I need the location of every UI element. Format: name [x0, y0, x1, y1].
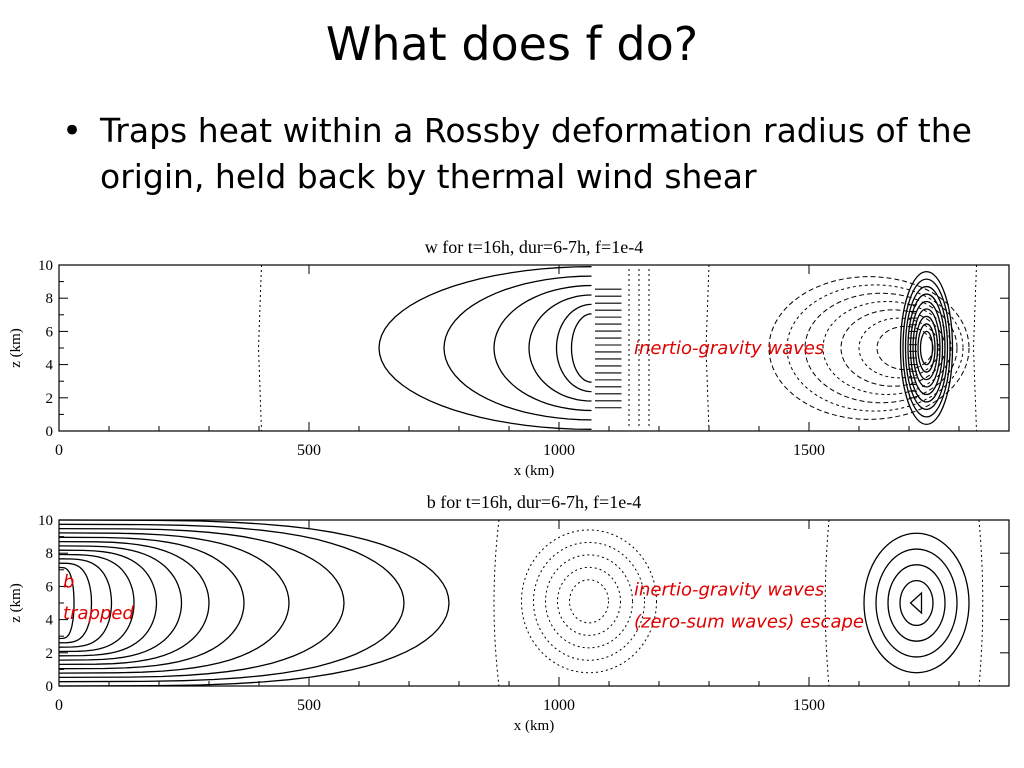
b-trapped-contour	[58, 566, 75, 640]
w-y-tick-label: 10	[38, 258, 53, 274]
w-positive-wave-contour	[912, 308, 941, 388]
b-positive-wave-contour	[887, 564, 946, 642]
b-x-tick-label: 0	[55, 697, 63, 714]
b-y-tick-label: 2	[46, 646, 54, 662]
b-annotation-2: inertio-gravity waves	[634, 580, 824, 601]
w-positive-wave-contour	[909, 300, 944, 396]
w-negative-contour	[858, 317, 940, 379]
b-x-tick-label: 1000	[543, 697, 575, 714]
b-positive-wave-center	[909, 591, 923, 615]
b-contour-plot: b for t=16h, dur=6-7h, f=1e-4 0 500 1000 150…	[8, 492, 1010, 734]
b-trapped-contour	[58, 545, 183, 661]
w-positive-contour	[378, 266, 592, 430]
b-negative-contour	[569, 579, 609, 624]
b-trapped-contour	[58, 536, 245, 670]
w-positive-wave-contour	[914, 315, 939, 381]
b-trapped-contour	[58, 558, 113, 648]
w-positive-contour	[493, 284, 592, 412]
w-positive-wave-contour	[902, 278, 951, 418]
w-positive-contour	[555, 303, 592, 393]
b-trapped-contour	[58, 532, 290, 674]
b-trapped-contour	[58, 540, 210, 666]
b-negative-contour	[533, 541, 645, 661]
b-trapped-contour	[58, 527, 345, 679]
w-y-tick-label: 0	[46, 424, 54, 440]
w-negative-contour	[822, 301, 952, 395]
w-positive-contour	[443, 275, 592, 421]
b-contours	[58, 519, 984, 687]
b-y-tick-label: 4	[46, 613, 54, 629]
b-plot-title: b for t=16h, dur=6-7h, f=1e-4	[427, 492, 641, 512]
w-negative-contour	[768, 276, 970, 420]
b-y-tick-label: 10	[38, 513, 53, 529]
bullet-marker: •	[62, 111, 83, 151]
b-y-tick-label: 8	[46, 546, 54, 562]
w-contours	[257, 264, 977, 432]
b-negative-contour	[521, 529, 657, 674]
b-annotation-1: trapped	[63, 603, 134, 624]
slide-title: What does f do?	[325, 17, 699, 71]
b-negative-contour	[557, 566, 621, 636]
w-contour-plot: w for t=16h, dur=6-7h, f=1e-4 0 500 1000 150…	[8, 237, 1010, 479]
w-plot-frame	[58, 264, 1010, 432]
b-trapped-contour	[58, 523, 405, 683]
w-positive-wave-contour	[917, 323, 936, 373]
w-negative-contour	[804, 292, 958, 404]
b-negative-contour	[545, 554, 633, 649]
w-positive-wave-contour	[899, 270, 954, 426]
w-zero-contour	[972, 264, 977, 432]
b-annotation-0: b	[63, 571, 74, 592]
w-positive-wave-contour	[904, 285, 949, 411]
b-y-tick-label: 6	[46, 579, 54, 595]
w-x-tick-label: 1500	[793, 442, 825, 459]
w-y-tick-label: 8	[46, 291, 54, 307]
b-zero-contour	[493, 519, 500, 687]
b-trapped-contour	[58, 553, 135, 653]
b-y-axis-label: z (km)	[8, 583, 24, 623]
b-positive-wave-contour	[863, 532, 970, 674]
w-negative-contour	[786, 284, 964, 412]
b-positive-wave-contour	[875, 548, 958, 658]
b-x-tick-label: 1500	[793, 697, 825, 714]
w-positive-wave-contour	[919, 330, 934, 366]
w-y-axis-label: z (km)	[8, 328, 24, 368]
b-zero-contour	[978, 519, 984, 687]
w-x-tick-label: 1000	[543, 442, 575, 459]
w-y-tick-label: 2	[46, 391, 54, 407]
b-x-axis-label: x (km)	[514, 718, 554, 734]
b-annotation-3: (zero-sum waves) escape	[634, 611, 864, 632]
w-y-tick-label: 4	[46, 358, 54, 374]
w-annotation-0: inertio-gravity waves	[634, 338, 824, 359]
b-zero-contour	[824, 519, 830, 687]
w-x-axis-label: x (km)	[514, 463, 554, 479]
b-y-tick-label: 0	[46, 679, 54, 695]
b-positive-wave-contour	[899, 579, 934, 627]
w-plot-title: w for t=16h, dur=6-7h, f=1e-4	[425, 237, 643, 257]
w-x-tick-label: 0	[55, 442, 63, 459]
w-y-tick-label: 6	[46, 324, 54, 340]
w-positive-contour	[528, 294, 592, 402]
w-negative-contour	[840, 309, 946, 387]
b-trapped-contour	[58, 549, 158, 657]
b-plot-frame	[58, 519, 1010, 687]
b-trapped-contour	[58, 519, 450, 687]
bullet-text: Traps heat within a Rossby deformation r…	[100, 111, 972, 196]
b-x-tick-label: 500	[297, 697, 321, 714]
w-positive-wave-contour	[907, 293, 946, 403]
w-x-tick-label: 500	[297, 442, 321, 459]
b-trapped-contour	[58, 562, 93, 644]
w-zero-contour	[257, 264, 262, 432]
w-positive-contour	[570, 313, 592, 383]
